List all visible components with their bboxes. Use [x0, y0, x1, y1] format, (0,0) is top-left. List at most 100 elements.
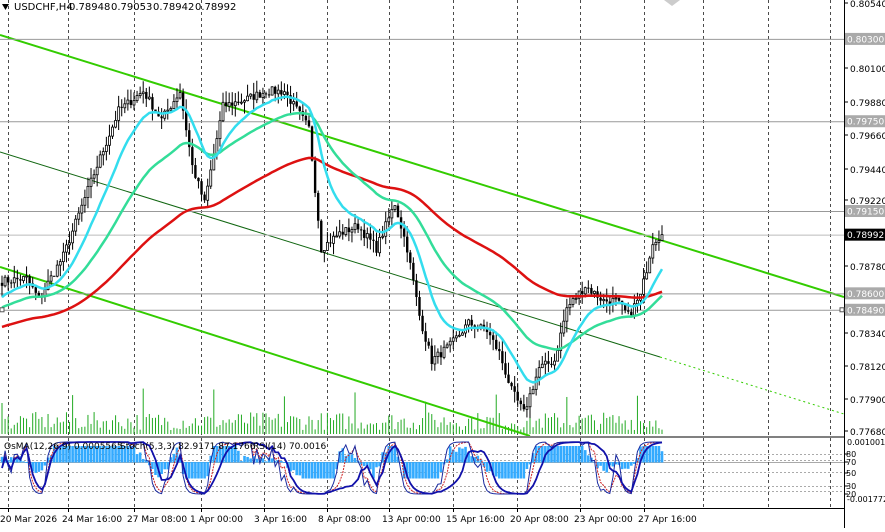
- osma-bar: [470, 456, 473, 463]
- candle-bear: [375, 240, 378, 253]
- osma-bar: [587, 455, 590, 463]
- candle-bull: [89, 177, 93, 187]
- time-axis[interactable]: 20 Mar 2026 24 Mar 16:00 27 Mar 08:00 1 Apr…: [0, 508, 697, 525]
- candle-bull: [55, 264, 59, 277]
- price-tick-label: 0.77900: [850, 396, 885, 406]
- indicator-panel[interactable]: [0, 441, 844, 495]
- candle-bear: [396, 205, 400, 218]
- osma-bar: [298, 462, 302, 476]
- candle-bear: [200, 181, 203, 195]
- symbol-label: USDCHF,H4: [14, 2, 73, 13]
- candle-bear: [485, 328, 489, 333]
- time-tick-label: 15 Apr 16:00: [446, 515, 505, 525]
- candle-bull: [365, 233, 369, 239]
- osma-bar: [338, 451, 341, 463]
- candle-bull: [71, 230, 75, 244]
- candle-bear: [406, 236, 409, 253]
- candle-bull: [135, 95, 139, 102]
- support-resistance-lines: [0, 38, 844, 311]
- osma-bar: [187, 462, 191, 479]
- osma-bar: [65, 446, 68, 463]
- osma-bar: [645, 446, 648, 463]
- candle-bull: [556, 350, 560, 362]
- candle-bull: [292, 101, 296, 105]
- osma-bar: [25, 462, 28, 463]
- price-axis[interactable]: 0.80540 0.80100 0.79880 0.79660 0.79440 0.792…: [0, 0, 885, 438]
- osma-bar: [46, 457, 50, 463]
- candle-bull: [101, 151, 105, 156]
- osma-bar: [123, 446, 127, 463]
- osma-bar: [255, 458, 259, 463]
- candle-bear: [507, 374, 510, 383]
- candle-bear: [359, 229, 363, 231]
- osma-bar: [0, 456, 4, 463]
- candle-bull: [657, 240, 661, 243]
- candle-bear: [550, 363, 553, 365]
- osma-bar: [654, 446, 658, 463]
- osma-bar: [86, 446, 90, 463]
- candle-bull: [602, 298, 606, 302]
- candle-bull: [249, 93, 253, 97]
- price-tick-label: 0.79220: [850, 197, 885, 207]
- scroll-marker-icon[interactable]: [664, 0, 680, 6]
- candle-bear: [313, 160, 317, 193]
- candle-bull: [240, 101, 243, 104]
- osma-bar: [166, 462, 170, 470]
- candle-bull: [227, 102, 231, 107]
- ma-mid-line: [1, 111, 663, 351]
- osma-bar: [402, 462, 406, 479]
- candle-bull: [141, 91, 145, 95]
- level-price-label: 0.79150: [847, 208, 884, 218]
- candle-bull: [3, 276, 7, 287]
- osma-bar: [289, 462, 292, 472]
- time-tick-label: 24 Mar 16:00: [62, 515, 122, 525]
- candle-bear: [516, 391, 519, 401]
- candle-bear: [10, 282, 13, 284]
- candle-bear: [605, 299, 608, 302]
- candle-bull: [353, 223, 357, 231]
- candle-bull: [108, 135, 111, 146]
- candle-bull: [378, 236, 381, 254]
- osma-bar: [335, 462, 338, 470]
- candle-bear: [415, 280, 418, 298]
- candle-bear: [421, 315, 424, 332]
- osma-bar: [332, 462, 335, 479]
- candle-bull: [648, 257, 652, 274]
- candle-bull: [448, 340, 452, 346]
- osma-bar: [372, 462, 375, 479]
- candle-bull: [335, 235, 339, 238]
- osma-bar: [501, 462, 504, 479]
- candle-bear: [237, 101, 240, 103]
- candle-bull: [614, 297, 618, 300]
- candle-bear: [16, 277, 19, 280]
- indicator-level-label: 80: [846, 450, 856, 459]
- osma-bar: [384, 452, 388, 463]
- candle-bull: [559, 332, 563, 351]
- osma-bar: [660, 451, 664, 463]
- osma-bar: [307, 462, 311, 479]
- candle-bear: [298, 106, 301, 112]
- candle-bear: [372, 239, 375, 241]
- candle-bear: [194, 165, 197, 178]
- chart-menu-arrow-icon[interactable]: [2, 4, 9, 10]
- osma-bar: [163, 462, 166, 470]
- candle-bull: [568, 304, 572, 309]
- candle-bull: [147, 96, 151, 100]
- candle-bear: [0, 282, 4, 286]
- candle-bull: [221, 101, 225, 122]
- candle-bull: [451, 337, 455, 342]
- osma-bar: [249, 458, 252, 463]
- candle-bear: [184, 110, 188, 131]
- osma-bar: [258, 456, 262, 463]
- osma-bar: [639, 446, 642, 463]
- candle-bear: [356, 223, 360, 230]
- osma-bar: [427, 462, 430, 479]
- candle-bull: [46, 280, 50, 290]
- candlesticks[interactable]: [0, 80, 664, 419]
- candle-bear: [120, 106, 123, 108]
- osma-bar: [31, 462, 34, 472]
- osma-bar: [151, 462, 154, 470]
- volume-bars: [1, 388, 663, 434]
